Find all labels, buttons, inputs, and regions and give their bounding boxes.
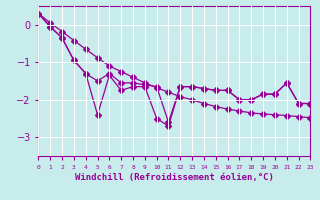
X-axis label: Windchill (Refroidissement éolien,°C): Windchill (Refroidissement éolien,°C) — [75, 173, 274, 182]
